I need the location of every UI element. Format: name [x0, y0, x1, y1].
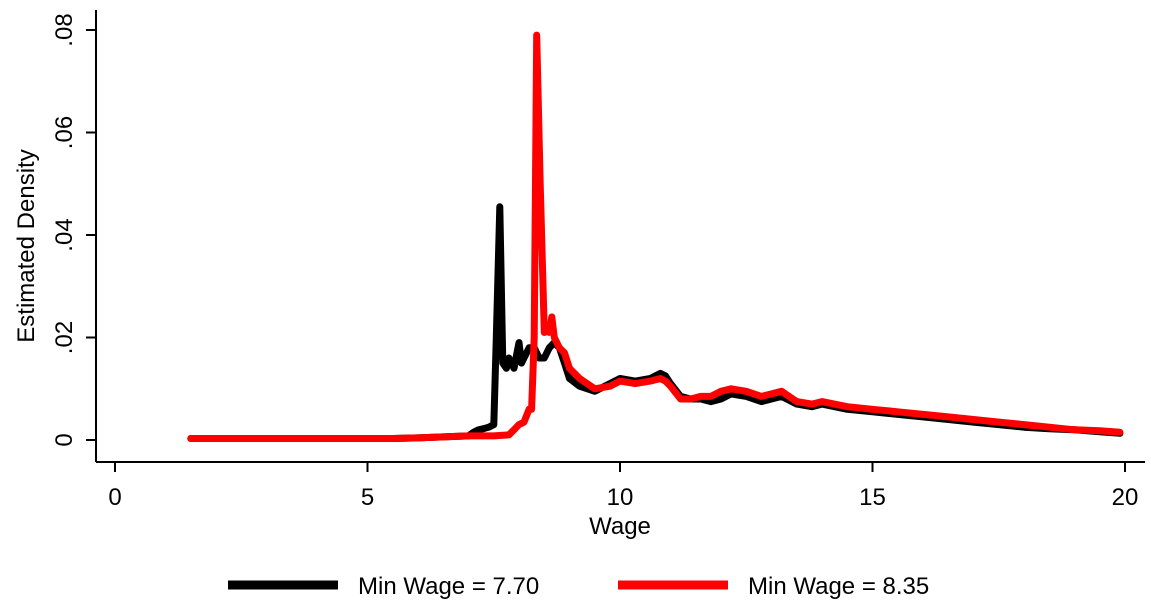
legend-label-1: Min Wage = 7.70 — [358, 573, 539, 600]
y-tick-label: .04 — [51, 218, 78, 251]
x-tick-label: 10 — [607, 484, 634, 511]
y-tick-label: .06 — [51, 116, 78, 149]
y-tick-label: 0 — [51, 433, 78, 446]
series-line-1 — [187, 203, 1124, 442]
series-line-2 — [187, 31, 1124, 442]
x-axis-ticks: 0 5 10 15 20 — [108, 462, 1138, 511]
y-tick-label: .08 — [51, 13, 78, 46]
x-tick-label: 0 — [108, 484, 121, 511]
series-lines — [187, 31, 1124, 442]
axes — [95, 10, 1145, 463]
x-tick-label: 15 — [859, 484, 886, 511]
x-tick-label: 5 — [361, 484, 374, 511]
y-tick-label: .02 — [51, 321, 78, 354]
y-axis-title: Estimated Density — [13, 149, 40, 342]
legend: Min Wage = 7.70 Min Wage = 8.35 — [228, 573, 929, 600]
legend-label-2: Min Wage = 8.35 — [748, 573, 929, 600]
y-axis-ticks: 0 .02 .04 .06 .08 — [51, 13, 96, 447]
x-tick-label: 20 — [1112, 484, 1139, 511]
x-axis-title: Wage — [589, 513, 651, 540]
